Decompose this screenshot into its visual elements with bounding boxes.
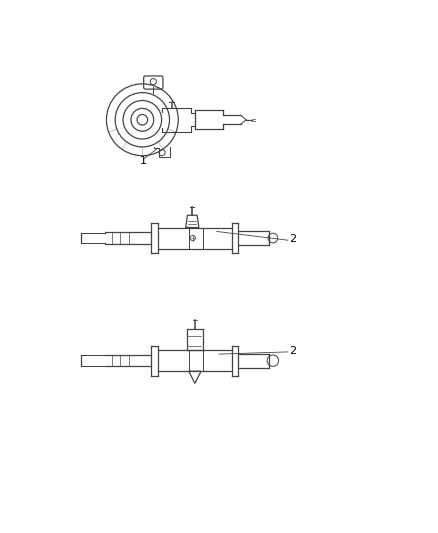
Text: 2: 2 bbox=[289, 346, 296, 356]
Text: 2: 2 bbox=[289, 235, 296, 245]
Text: 1: 1 bbox=[140, 156, 147, 166]
